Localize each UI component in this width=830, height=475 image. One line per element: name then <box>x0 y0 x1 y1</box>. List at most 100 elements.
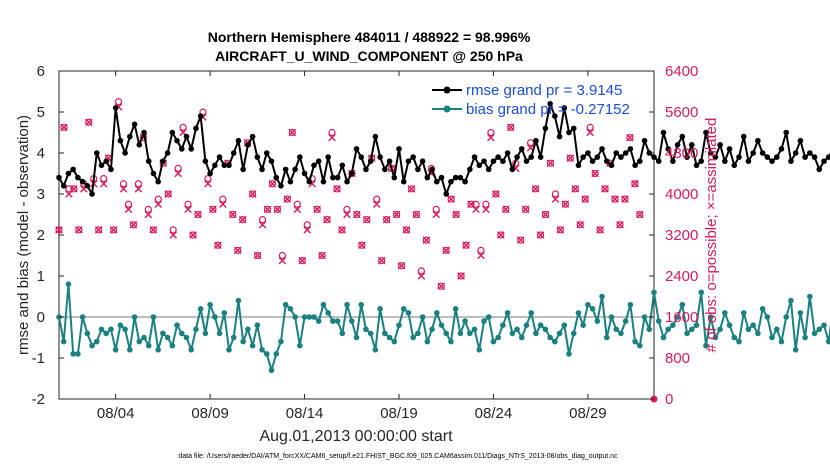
rmse-point <box>811 154 818 160</box>
left-y-tick-label: 1 <box>37 268 45 285</box>
rmse-point <box>56 174 62 181</box>
bias-point <box>84 330 91 337</box>
obs-possible-marker <box>110 226 118 234</box>
obs-possible-marker <box>164 190 172 198</box>
obs-assimilated-marker <box>84 118 93 127</box>
obs-assimilated-marker <box>581 195 590 203</box>
bias-point <box>221 310 228 316</box>
obs-assimilated-marker <box>571 185 580 193</box>
obs-assimilated-marker <box>397 261 406 270</box>
bias-point <box>155 347 161 353</box>
rmse-point <box>122 150 128 156</box>
legend-rmse-marker <box>443 86 451 94</box>
obs-possible-marker <box>333 185 341 193</box>
bias-point <box>339 330 346 337</box>
rmse-point <box>792 150 799 156</box>
bias-point <box>712 334 719 341</box>
obs-possible-marker <box>318 251 326 260</box>
bias-point <box>679 301 686 308</box>
obs-possible-marker <box>273 205 282 213</box>
bias-point <box>773 326 780 333</box>
rmse-point <box>514 154 520 160</box>
rmse-point <box>603 158 610 164</box>
obs-assimilated-marker <box>293 205 302 214</box>
obs-assimilated-marker <box>174 169 182 178</box>
obs-possible-marker <box>462 241 470 249</box>
chart-title-line1: Northern Hemisphere 484011 / 488922 = 98… <box>208 29 531 45</box>
obs-possible-marker <box>144 205 152 213</box>
bias-point <box>481 318 487 324</box>
obs-assimilated-marker <box>392 210 401 219</box>
obs-possible-marker <box>268 180 277 188</box>
bias-point <box>552 338 558 345</box>
rmse-point <box>764 154 771 160</box>
obs-possible-marker <box>258 216 267 224</box>
bias-point <box>245 326 251 333</box>
left-y-tick-label: 3 <box>37 186 45 203</box>
bias-point <box>622 318 629 324</box>
bias-point <box>495 334 501 341</box>
rmse-point <box>807 150 813 156</box>
x-tick-label: 08/04 <box>97 405 135 422</box>
bias-point <box>797 310 804 316</box>
bias-point <box>452 306 459 312</box>
rmse-point <box>533 137 539 144</box>
obs-possible-marker <box>303 221 311 229</box>
obs-assimilated-marker <box>506 123 515 132</box>
bias-point <box>632 338 638 345</box>
right-y-axis-label: # of obs: o=possible; ×=assimilated <box>703 118 720 353</box>
obs-possible-marker <box>392 210 401 219</box>
obs-possible-marker <box>134 180 143 188</box>
rmse-point <box>65 170 72 177</box>
bias-point <box>509 330 516 337</box>
right-y-axis-ticks: 0 800 1600 2400 3200 4000 4800 5600 6400 <box>649 63 698 408</box>
rmse-point <box>726 146 733 152</box>
rmse-point <box>367 158 374 164</box>
bias-point <box>556 330 563 337</box>
obs-possible-marker <box>373 195 381 203</box>
bias-point <box>98 326 105 333</box>
obs-assimilated-marker <box>144 210 153 219</box>
rmse-point <box>547 101 553 107</box>
bias-point <box>778 338 785 345</box>
bias-point <box>424 338 431 345</box>
obs-possible-marker <box>95 226 103 234</box>
rmse-point <box>717 142 723 148</box>
obs-possible-marker <box>55 226 63 234</box>
bias-point <box>811 330 818 337</box>
obs-assimilated-marker <box>209 205 217 214</box>
left-y-tick-label: 0 <box>37 309 45 326</box>
rmse-point <box>89 191 95 197</box>
obs-assimilated-marker <box>214 241 222 250</box>
bias-point <box>372 347 379 353</box>
bias-point <box>467 330 473 337</box>
obs-possible-marker <box>169 226 177 234</box>
obs-assimilated-marker <box>601 185 609 193</box>
bias-point <box>533 330 539 337</box>
obs-assimilated-marker <box>452 210 460 219</box>
bias-point <box>443 330 450 337</box>
obs-count-markers <box>55 98 658 403</box>
bias-point <box>462 318 468 324</box>
obs-possible-marker <box>298 257 306 265</box>
bias-point <box>821 322 827 329</box>
obs-possible-marker <box>179 123 187 131</box>
obs-assimilated-marker <box>248 190 257 198</box>
obs-assimilated-marker <box>184 205 192 214</box>
rmse-point <box>249 133 256 140</box>
obs-possible-marker <box>442 246 450 254</box>
bias-point <box>528 310 535 316</box>
bias-point <box>599 293 605 300</box>
rmse-point <box>377 154 383 160</box>
bias-point <box>169 342 176 349</box>
rmse-point <box>485 166 492 173</box>
rmse-point <box>703 129 709 136</box>
rmse-point <box>207 170 213 177</box>
rmse-point <box>802 154 808 160</box>
rmse-point <box>698 158 705 164</box>
obs-assimilated-marker <box>323 215 331 224</box>
obs-assimilated-marker <box>288 128 297 137</box>
obs-possible-marker <box>536 231 545 239</box>
obs-possible-marker <box>214 241 222 249</box>
bias-point <box>816 326 823 333</box>
